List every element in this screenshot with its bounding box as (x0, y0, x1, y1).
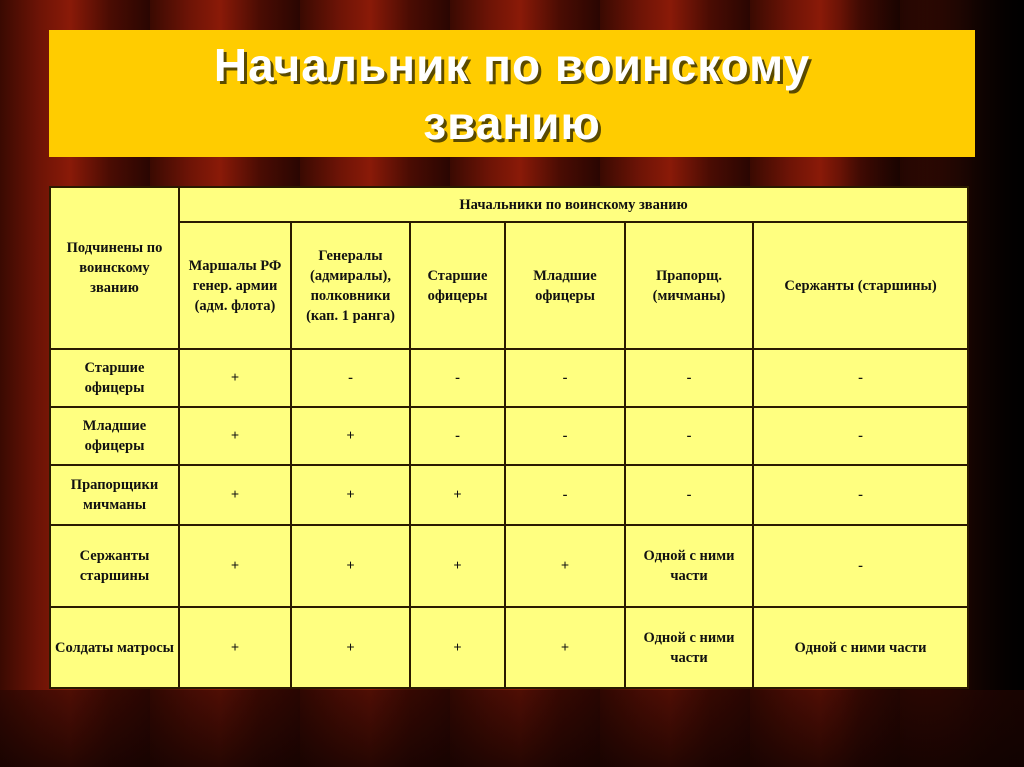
table-cell: - (504, 406, 626, 466)
table-cell: + (504, 606, 626, 689)
table-cell: - (624, 464, 754, 526)
table-cell: - (751, 348, 970, 408)
row-header: Сержанты старшины (49, 524, 180, 608)
table-row: Прапорщики мичманы + + + - - - (49, 464, 970, 526)
table-cell: - (624, 348, 754, 408)
rank-table: Подчинены по воинскому званию Начальники… (49, 186, 970, 689)
table-cell: + (409, 524, 506, 608)
table-cell: + (178, 606, 292, 689)
corner-header: Подчинены по воинскому званию (49, 186, 180, 350)
table-row: Старшие офицеры + - - - - - (49, 348, 970, 408)
row-header: Солдаты матросы (49, 606, 180, 689)
row-header: Младшие офицеры (49, 406, 180, 466)
table-row: Сержанты старшины + + + + Одной с ними части - (49, 524, 970, 608)
table-cell: - (624, 406, 754, 466)
table-cell: + (178, 348, 292, 408)
title-banner: Начальник по воинскому званию (49, 30, 975, 157)
table-cell: - (504, 348, 626, 408)
row-header: Прапорщики мичманы (49, 464, 180, 526)
table-row: Солдаты матросы + + + + Одной с ними части Одн… (49, 606, 970, 689)
table-cell: Одной с ними части (751, 606, 970, 689)
table-cell: Одной с ними части (624, 606, 754, 689)
table-cell: + (409, 464, 506, 526)
table-cell: + (290, 606, 411, 689)
table-cell: - (409, 406, 506, 466)
column-header: Старшие офицеры (409, 221, 506, 350)
column-header: Генералы (адмиралы), полковники (кап. 1 … (290, 221, 411, 350)
slide-title: Начальник по воинскому званию (213, 38, 811, 149)
table-cell: + (178, 464, 292, 526)
table-cell: + (290, 464, 411, 526)
table-cell: - (504, 464, 626, 526)
curtain-bottom (0, 690, 1024, 767)
table-cell: + (178, 524, 292, 608)
table-cell: - (751, 464, 970, 526)
row-header: Старшие офицеры (49, 348, 180, 408)
table-cell: + (290, 524, 411, 608)
table-cell: + (409, 606, 506, 689)
table-cell: + (290, 406, 411, 466)
table-cell: - (751, 406, 970, 466)
column-header: Младшие офицеры (504, 221, 626, 350)
table-cell: + (178, 406, 292, 466)
group-header: Начальники по воинскому званию (177, 186, 970, 223)
table-cell: - (290, 348, 411, 408)
column-header: Прапорщ. (мичманы) (624, 221, 754, 350)
table-cell: - (751, 524, 970, 608)
table-cell: + (504, 524, 626, 608)
column-header: Сержанты (старшины) (751, 221, 970, 350)
table-row: Младшие офицеры + + - - - - (49, 406, 970, 466)
table-cell: - (409, 348, 506, 408)
column-header: Маршалы РФ генер. армии (адм. флота) (178, 221, 292, 350)
table-cell: Одной с ними части (624, 524, 754, 608)
